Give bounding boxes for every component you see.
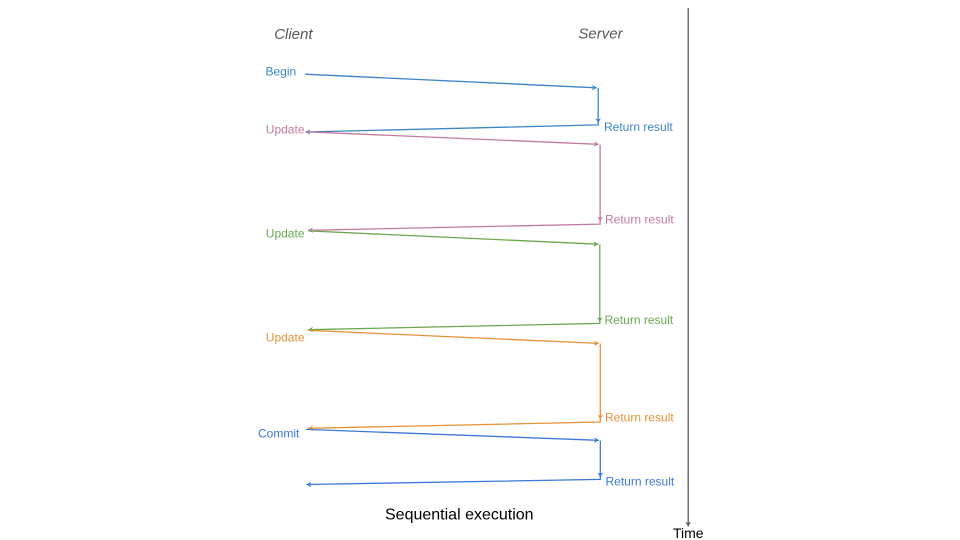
svg-text:Update: Update: [266, 330, 305, 344]
svg-text:Return result: Return result: [605, 213, 674, 227]
svg-text:Sequential execution: Sequential execution: [385, 507, 534, 524]
svg-text:Commit: Commit: [258, 426, 300, 440]
svg-text:Begin: Begin: [266, 65, 297, 79]
svg-text:Return result: Return result: [605, 411, 674, 425]
svg-text:Update: Update: [266, 227, 305, 241]
svg-text:Server: Server: [578, 25, 623, 42]
svg-text:Update: Update: [266, 122, 305, 136]
svg-text:Client: Client: [274, 26, 313, 43]
svg-text:Time: Time: [673, 525, 704, 540]
svg-text:Return result: Return result: [606, 475, 675, 489]
svg-text:Return result: Return result: [605, 313, 674, 327]
svg-text:Return result: Return result: [604, 120, 673, 134]
